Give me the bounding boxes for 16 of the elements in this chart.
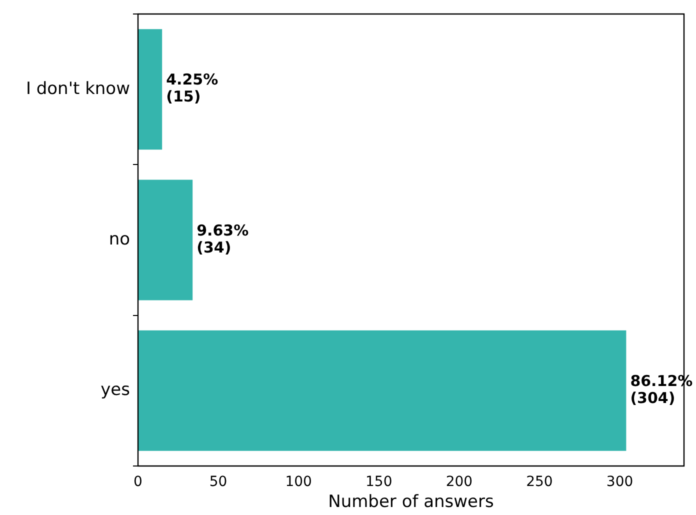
y-tick-label: no [108, 229, 130, 250]
x-tick-label: 250 [526, 474, 553, 490]
x-tick-label: 300 [606, 474, 634, 490]
x-tick-label: 0 [134, 474, 142, 490]
bar [138, 330, 626, 451]
x-axis-title: Number of answers [328, 492, 494, 512]
bar [138, 180, 193, 300]
y-tick-label: I don't know [26, 78, 130, 99]
y-tick-label: yes [100, 380, 130, 400]
x-tick-label: 100 [285, 474, 312, 490]
bar [138, 29, 162, 150]
x-tick-label: 150 [366, 474, 392, 490]
x-tick-label: 50 [209, 474, 228, 490]
x-tick-label: 200 [446, 474, 473, 490]
data-label: 4.25% (15) [166, 70, 218, 106]
data-label: 9.63% (34) [196, 221, 249, 256]
